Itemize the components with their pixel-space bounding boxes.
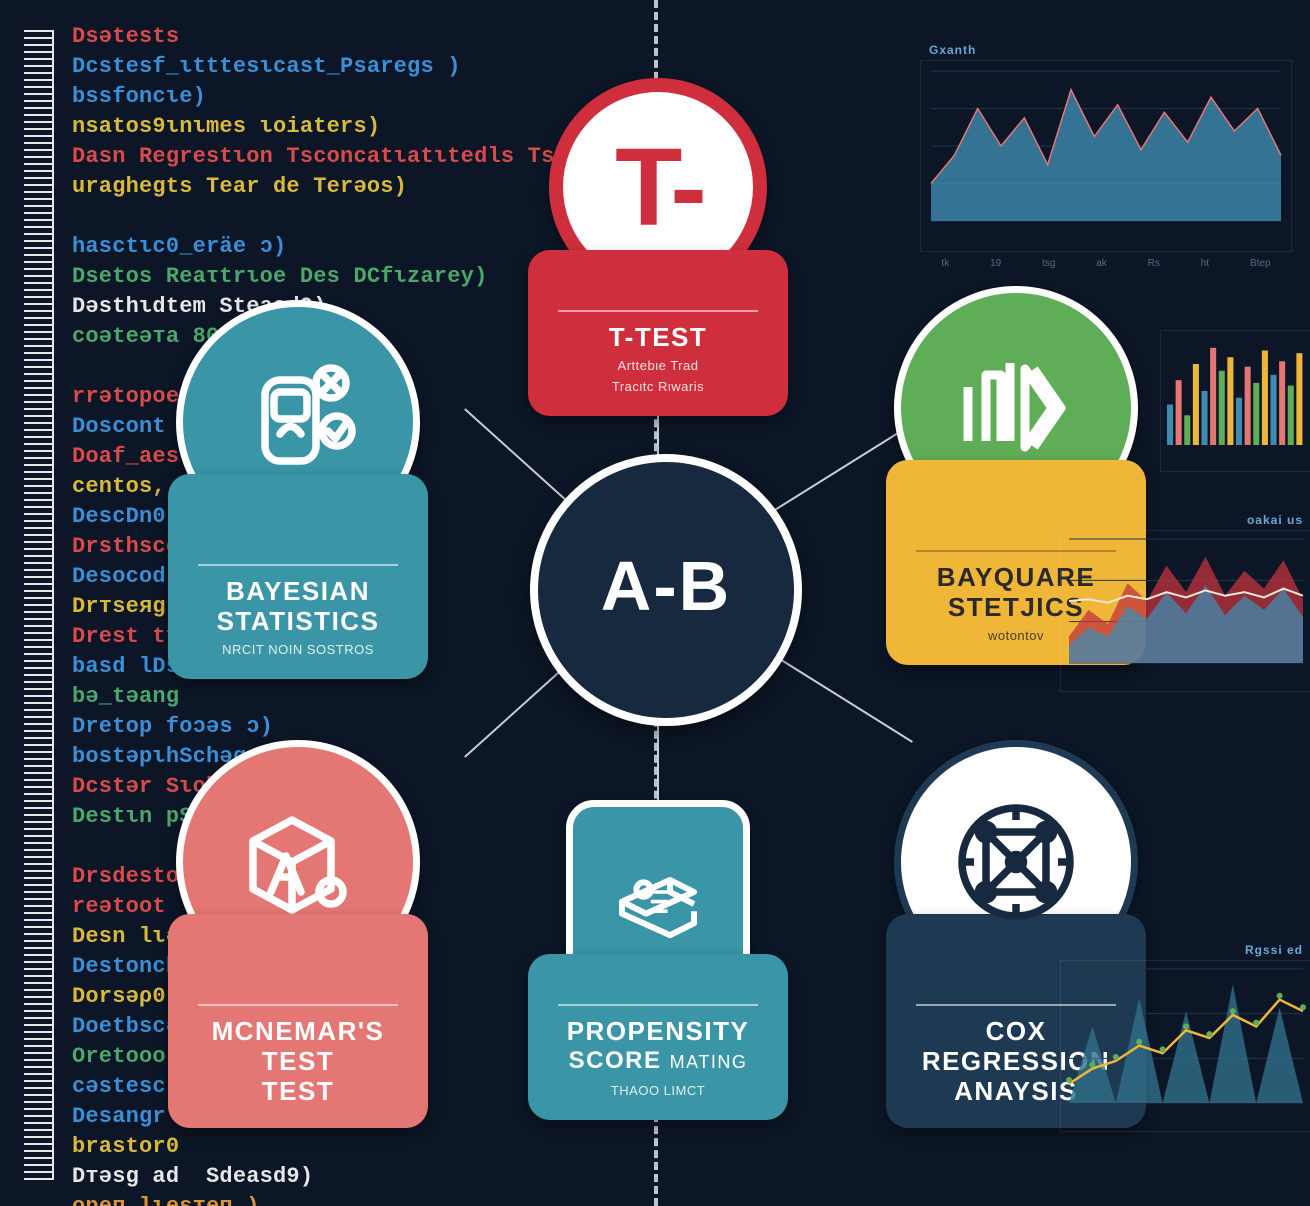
psm-card: PROPENSITY SCORE MATING THAOO LIMCT (528, 954, 788, 1120)
stage: DsətestsDcstesf_ιtttesιcast_Psaregs )bss… (0, 0, 1310, 1206)
chart-bars1 (1160, 330, 1310, 472)
ttest-title: T-TEST (546, 322, 770, 352)
hub-label: A-B (601, 546, 731, 626)
ttest-card: T-TEST Arttebιe Trad Tracιtc Rιwaris (528, 250, 788, 416)
chart-area1-svg (921, 61, 1291, 231)
psm-icon (598, 832, 718, 952)
chart-bars1-svg (1161, 331, 1310, 451)
chart-area2-caption: oakai us (1247, 513, 1303, 527)
chart-area2-svg (1061, 531, 1310, 671)
mcnemar-title3: TEST (186, 1076, 410, 1106)
left-ruler (24, 30, 54, 1180)
node-mcnemar: MCNEMAR'S TEST TEST (168, 740, 428, 1128)
node-psm: PROPENSITY SCORE MATING THAOO LIMCT (528, 800, 788, 1120)
chart-area3-svg (1061, 961, 1310, 1111)
bayesian-title2: STATISTICS (186, 606, 410, 636)
chart-area1: Gxanth tk19tsgakRshtBtep (920, 60, 1292, 252)
mcnemar-icon (223, 787, 373, 937)
chart-area3: Rgssi ed (1060, 960, 1310, 1132)
ttest-sub2: Tracιtc Rιwaris (546, 379, 770, 394)
bayquare-icon (941, 333, 1091, 483)
chart-area1-caption: Gxanth (929, 43, 976, 57)
chart-area1-xlabels: tk19tsgakRshtBtep (921, 258, 1291, 269)
mcnemar-title: MCNEMAR'S (186, 1016, 410, 1046)
node-ttest: T- T-TEST Arttebιe Trad Tracιtc Rιwaris (528, 78, 788, 416)
mcnemar-title2: TEST (186, 1046, 410, 1076)
hub-ab: A-B (530, 454, 802, 726)
psm-title2: SCORE MATING (546, 1046, 770, 1077)
bayesian-icon (223, 347, 373, 497)
psm-title: PROPENSITY (546, 1016, 770, 1046)
bayesian-sub: NRCIT NOIN SOSTROS (186, 642, 410, 657)
t-glyph: T- (615, 124, 701, 251)
cox-icon (941, 787, 1091, 937)
psm-sub: THAOO LIMCT (546, 1083, 770, 1098)
ttest-sub1: Arttebιe Trad (546, 358, 770, 373)
bayesian-card: BAYESIAN STATISTICS NRCIT NOIN SOSTROS (168, 474, 428, 679)
node-bayesian: BAYESIAN STATISTICS NRCIT NOIN SOSTROS (168, 300, 428, 679)
bayesian-title: BAYESIAN (186, 576, 410, 606)
chart-area3-caption: Rgssi ed (1245, 943, 1303, 957)
mcnemar-card: MCNEMAR'S TEST TEST (168, 914, 428, 1128)
chart-area2: oakai us (1060, 530, 1310, 692)
